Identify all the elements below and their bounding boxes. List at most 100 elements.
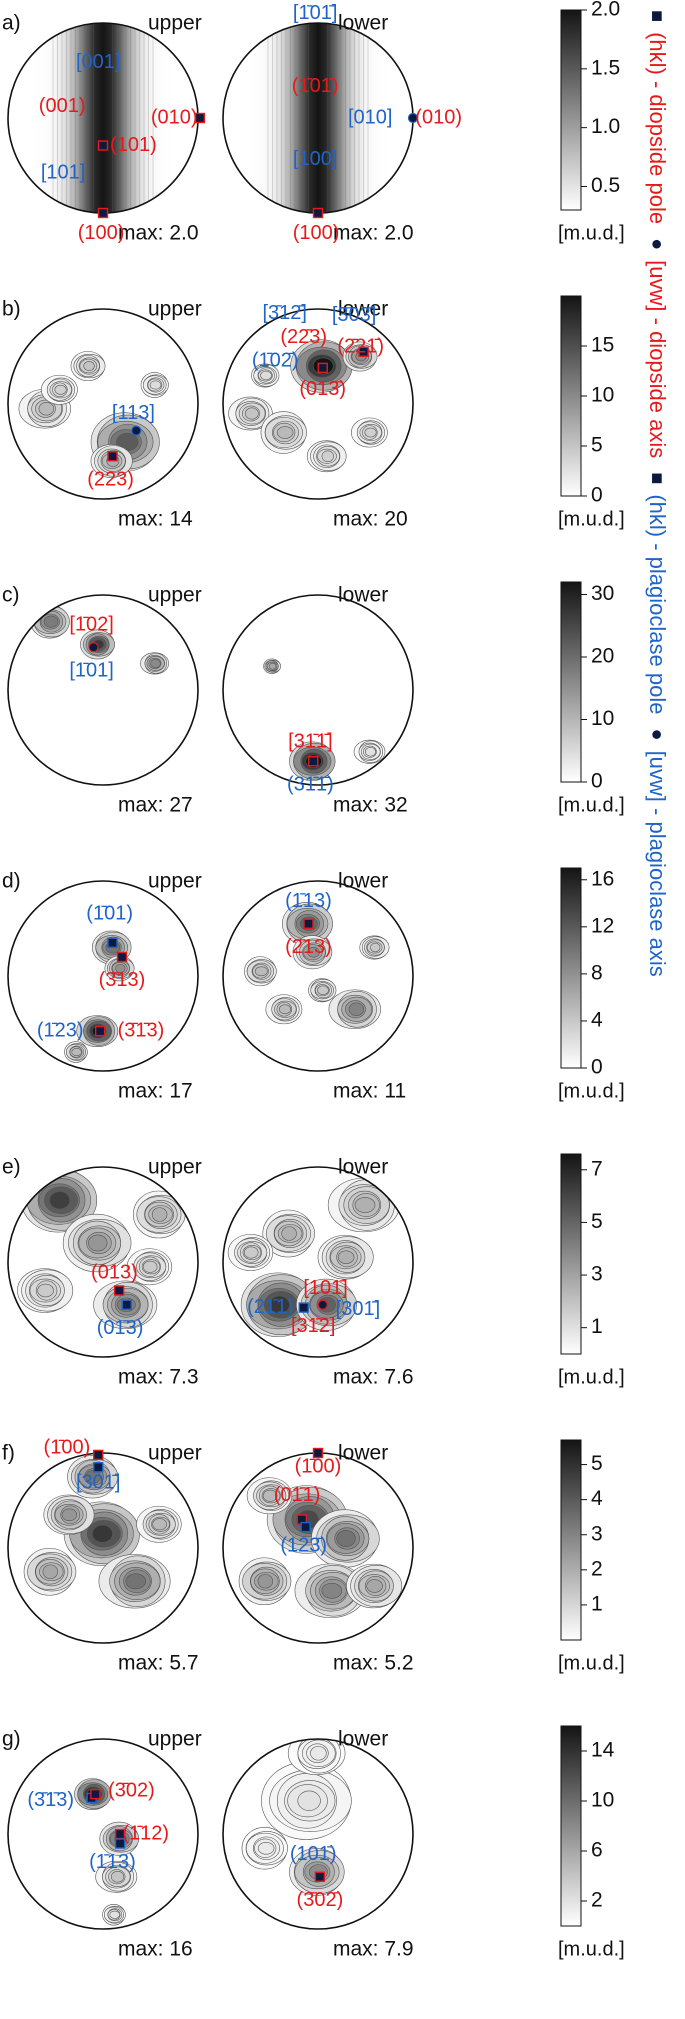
pole-marker [358, 346, 369, 357]
direction-label: (223) [87, 468, 134, 490]
hemisphere-title: lower [338, 1442, 388, 1465]
panel-d: d) upper max: 17 (1̄01) (3̄13) (1̄23) (3̄1̄3) l… [2, 867, 625, 1102]
direction-label: (01̄3) [97, 1317, 144, 1339]
density-contour [109, 1910, 120, 1919]
density-contour [307, 946, 320, 958]
density-contour [243, 1246, 259, 1259]
density-map [17, 1168, 186, 1329]
pole-marker [97, 140, 109, 151]
colorbar-tick-label: 4 [591, 1487, 603, 1510]
contour-line [290, 23, 346, 213]
density-contour [281, 1226, 297, 1241]
colorbar-tick-label: 8 [591, 961, 603, 984]
hemisphere-upper: upper max: 17 (1̄01) (3̄13) (1̄23) (3̄1̄3) [7, 870, 202, 1103]
pole-marker [317, 362, 328, 374]
hemisphere-title: upper [148, 298, 202, 321]
colorbar-tick-label: 0.5 [591, 174, 620, 197]
colorbar-tick-label: 3 [591, 1522, 603, 1545]
axis-marker [317, 1299, 328, 1310]
pole-marker [93, 1449, 104, 1461]
colorbar: 16 12 8 4 0[m.u.d.] [558, 867, 625, 1102]
colorbar-unit: [m.u.d.] [558, 1938, 625, 1960]
panel-e: e) upper max: 7.3 (013) (01̄3) lower max: 7.6 (… [2, 1153, 625, 1389]
hemisphere-upper: upper max: 7.3 (013) (01̄3) [7, 1156, 202, 1389]
direction-label: (3̄02̄) [297, 1889, 344, 1911]
colorbar-gradient [560, 867, 582, 1069]
primitive-circle [7, 594, 199, 786]
hemisphere-title: lower [338, 870, 388, 893]
colorbar-tick-label: 1 [591, 1592, 603, 1615]
hemisphere-title: upper [148, 1728, 202, 1751]
primitive-circle [222, 1166, 414, 1358]
density-contour [257, 1841, 275, 1855]
panel-letter: g) [2, 1728, 21, 1751]
colorbar-unit: [m.u.d.] [558, 1080, 625, 1102]
circle-legend-icon: ● [646, 728, 668, 740]
colorbar-tick-label: 15 [591, 334, 614, 357]
direction-label: (2̄13) [285, 936, 332, 958]
colorbar-gradient [560, 295, 582, 497]
contour-line [88, 23, 118, 213]
hemisphere-upper: upper max: 14 [113] (223) [7, 298, 202, 531]
colorbar-tick-label: 7 [591, 1157, 603, 1180]
hemisphere-lower: lower max: 32 [31̄1̄] (31̄1̄) [222, 584, 414, 817]
density-contour [42, 1564, 59, 1579]
max-value: max: 17 [118, 1080, 193, 1103]
colorbar: 5 4 3 2 1 [m.u.d.] [558, 1439, 625, 1674]
density-contour [337, 1250, 355, 1264]
hemisphere-title: lower [338, 298, 388, 321]
primitive-circle [7, 308, 199, 500]
colorbar-tick-label: 5 [591, 1452, 603, 1475]
max-value: max: 27 [118, 794, 193, 817]
direction-label: [3̄03̄] [332, 304, 376, 326]
direction-label: (013) [91, 1262, 138, 1284]
contour-line [61, 23, 145, 213]
direction-label: (123̄) [280, 1534, 327, 1556]
hemisphere-upper: upper max: 2.0 [001] (001) (010) (101) [101] (1… [7, 12, 206, 245]
pole-marker [308, 756, 319, 767]
direction-label: (22̄3) [280, 326, 327, 348]
colorbar-unit: [m.u.d.] [558, 1652, 625, 1674]
density-contour [321, 1582, 343, 1599]
density-contour [297, 1790, 321, 1811]
max-value: max: 20 [333, 508, 408, 531]
colorbar: 7 5 3 1 [m.u.d.] [558, 1153, 625, 1388]
primitive-circle [7, 1166, 199, 1358]
colorbar: 30 20 10 0[m.u.d.] [558, 581, 625, 816]
density-contour [354, 1197, 376, 1213]
contour-line [303, 23, 333, 213]
pole-marker [116, 951, 128, 963]
direction-label: (013̄) [299, 378, 346, 400]
density-contour [244, 407, 259, 420]
pole-marker [194, 112, 206, 124]
direction-label: (1̄12) [122, 1822, 169, 1844]
max-value: max: 7.6 [333, 1366, 414, 1389]
direction-label: (010) [151, 106, 198, 128]
panel-a: a) upper max: 2.0 [001] (001) (010) (101) [101]… [2, 0, 625, 245]
axis-marker [407, 112, 419, 124]
density-contour [83, 361, 95, 371]
pole-marker [90, 1788, 101, 1800]
contour-line [285, 23, 351, 213]
density-contour [254, 966, 268, 977]
density-map [30, 604, 170, 675]
pole-marker [97, 207, 109, 219]
density-contour [269, 1295, 290, 1314]
direction-label: [3̄12̄] [263, 302, 307, 324]
hemisphere-upper: upper max: 27 [1̄02] [1̄01] [7, 584, 202, 817]
direction-label: (001) [39, 95, 86, 117]
pole-marker [107, 451, 118, 462]
hemisphere-lower: lower max: 2.0 [1̄01̄] (1̄01̄) [010] (010) [10… [222, 2, 462, 245]
contour-line [272, 23, 364, 213]
contour-line [93, 23, 113, 213]
panel-letter: f) [2, 1442, 15, 1465]
density-contour [348, 1002, 365, 1016]
density-map [244, 901, 390, 1030]
contour-line [299, 23, 337, 213]
density-contour [262, 1489, 278, 1502]
colorbar-tick-label: 16 [591, 867, 614, 890]
contour-line [75, 23, 131, 213]
colorbar-gradient [560, 1439, 582, 1641]
primitive-circle [7, 1738, 199, 1930]
side-legend: ■ (hkl) - diopside pole ● [uvw] - diopside … [645, 10, 670, 977]
